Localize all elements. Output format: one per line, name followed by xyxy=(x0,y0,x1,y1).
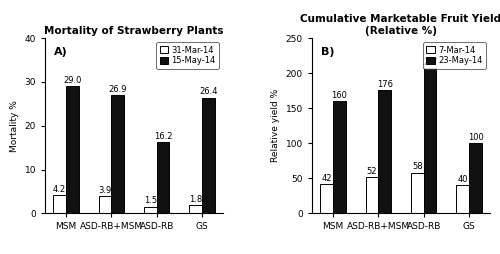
Y-axis label: Relative yield %: Relative yield % xyxy=(271,89,280,162)
Text: 207: 207 xyxy=(422,58,438,67)
Text: 26.9: 26.9 xyxy=(108,85,127,94)
Bar xyxy=(469,143,482,213)
Text: 40: 40 xyxy=(458,175,468,184)
Text: B): B) xyxy=(321,47,334,57)
Bar xyxy=(66,86,78,213)
Bar xyxy=(320,184,333,213)
Bar xyxy=(144,207,156,213)
Bar xyxy=(411,173,424,213)
Text: A): A) xyxy=(54,47,68,57)
Bar xyxy=(424,68,436,213)
Legend: 31-Mar-14, 15-May-14: 31-Mar-14, 15-May-14 xyxy=(156,42,219,69)
Text: 16.2: 16.2 xyxy=(154,132,172,141)
Text: 26.4: 26.4 xyxy=(200,87,218,96)
Bar xyxy=(333,101,345,213)
Text: 100: 100 xyxy=(468,133,483,142)
Text: 1.5: 1.5 xyxy=(144,197,157,205)
Text: 160: 160 xyxy=(331,91,347,100)
Text: 29.0: 29.0 xyxy=(63,76,82,85)
Bar xyxy=(190,205,202,213)
Title: Mortality of Strawberry Plants: Mortality of Strawberry Plants xyxy=(44,26,224,36)
Text: 42: 42 xyxy=(321,173,332,183)
Bar xyxy=(112,96,124,213)
Text: 52: 52 xyxy=(366,167,377,176)
Text: 58: 58 xyxy=(412,162,422,171)
Bar xyxy=(156,142,170,213)
Y-axis label: Mortality %: Mortality % xyxy=(10,100,19,152)
Text: 176: 176 xyxy=(376,80,392,89)
Bar xyxy=(53,195,66,213)
Bar xyxy=(98,196,112,213)
Text: 1.8: 1.8 xyxy=(189,195,202,204)
Text: 4.2: 4.2 xyxy=(53,185,66,194)
Bar xyxy=(456,185,469,213)
Bar xyxy=(202,98,215,213)
Legend: 7-Mar-14, 23-May-14: 7-Mar-14, 23-May-14 xyxy=(423,42,486,69)
Bar xyxy=(378,90,391,213)
Title: Cumulative Marketable Fruit Yield
(Relative %): Cumulative Marketable Fruit Yield (Relat… xyxy=(300,14,500,36)
Text: 3.9: 3.9 xyxy=(98,186,112,195)
Bar xyxy=(366,177,378,213)
